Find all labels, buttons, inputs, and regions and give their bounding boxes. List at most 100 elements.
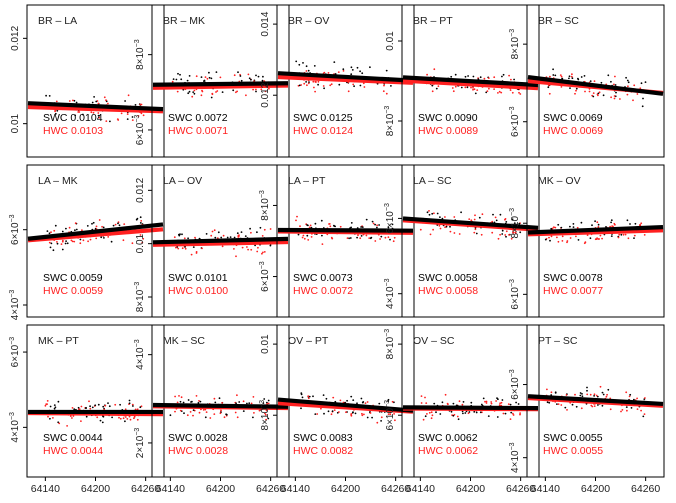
data-point (313, 65, 316, 67)
data-point (586, 234, 589, 237)
x-tick-label: 64140 (531, 483, 560, 495)
data-point (640, 409, 642, 412)
data-point (100, 236, 103, 239)
data-point (305, 65, 308, 68)
data-point (265, 409, 268, 412)
data-point (556, 236, 558, 239)
data-point (312, 395, 314, 398)
data-point (591, 224, 593, 227)
data-point (210, 96, 213, 99)
data-point (57, 400, 60, 403)
data-point (644, 81, 647, 83)
data-point (118, 416, 120, 419)
y-tick-label: 8×10−3 (134, 282, 146, 313)
data-point (255, 74, 257, 77)
data-point (269, 228, 272, 230)
data-point (189, 411, 192, 413)
data-point (188, 90, 191, 93)
data-point (56, 242, 59, 245)
x-tick-label: 64260 (631, 483, 660, 495)
data-point (239, 75, 242, 77)
data-point (492, 213, 494, 216)
data-point (475, 411, 478, 414)
data-point (636, 93, 639, 95)
data-point (328, 223, 331, 225)
data-point (103, 237, 105, 239)
data-point (559, 74, 562, 76)
data-point (444, 393, 447, 396)
data-point (350, 414, 352, 416)
data-point (124, 100, 126, 102)
data-point (85, 415, 88, 418)
data-point (119, 417, 122, 420)
data-point (137, 115, 140, 117)
data-point (175, 246, 177, 249)
data-point (133, 415, 136, 418)
data-point (48, 241, 51, 244)
data-point (504, 218, 507, 220)
data-point (457, 418, 460, 421)
data-point (352, 399, 355, 401)
data-point (508, 234, 510, 236)
data-point (299, 225, 301, 228)
data-point (78, 408, 80, 411)
data-point (380, 420, 382, 422)
data-point (359, 70, 361, 73)
data-point (464, 86, 467, 89)
data-point (626, 409, 628, 412)
data-point (384, 236, 387, 239)
plot-frame (151, 164, 290, 318)
data-point (350, 395, 353, 398)
data-point (472, 75, 475, 78)
data-point (79, 242, 82, 245)
data-point (504, 234, 507, 236)
data-point (325, 397, 328, 400)
data-point (105, 120, 108, 122)
y-tick-label: 8×10−3 (509, 208, 521, 239)
data-point (173, 236, 176, 239)
data-point (109, 120, 111, 123)
swc-trend-line (527, 394, 664, 407)
y-tick-label: 8×10−3 (509, 29, 521, 60)
data-point (203, 80, 205, 82)
data-point (233, 236, 236, 239)
data-point (456, 415, 459, 418)
data-point (105, 99, 107, 102)
data-point (579, 394, 582, 397)
data-point (486, 90, 489, 92)
data-point (114, 223, 117, 226)
data-point (351, 69, 354, 71)
data-point (52, 249, 55, 252)
data-point (613, 95, 616, 97)
panel-title: BR – OV (288, 15, 329, 27)
data-point (473, 218, 476, 221)
data-point (575, 405, 578, 408)
data-point (591, 405, 594, 408)
data-point (177, 247, 180, 250)
y-tick-label: 4×10−3 (9, 290, 21, 321)
data-point (389, 413, 392, 416)
data-point (169, 414, 172, 417)
data-point (513, 222, 516, 225)
data-point (551, 227, 554, 230)
data-point (483, 77, 486, 80)
data-point (236, 416, 239, 419)
data-point (640, 222, 643, 225)
data-point (193, 92, 196, 95)
data-point (310, 236, 313, 238)
data-point (426, 73, 428, 76)
data-point (82, 113, 84, 116)
data-point (184, 246, 187, 248)
swc-trend-line (277, 397, 414, 413)
data-point (431, 414, 434, 417)
data-point (613, 97, 616, 100)
data-point (82, 239, 85, 242)
data-point (120, 112, 123, 115)
data-point (518, 91, 520, 94)
data-point (219, 76, 222, 79)
data-point (569, 87, 571, 89)
data-point (497, 237, 500, 240)
data-point (209, 417, 212, 419)
data-point (190, 401, 192, 403)
data-point (122, 417, 125, 420)
